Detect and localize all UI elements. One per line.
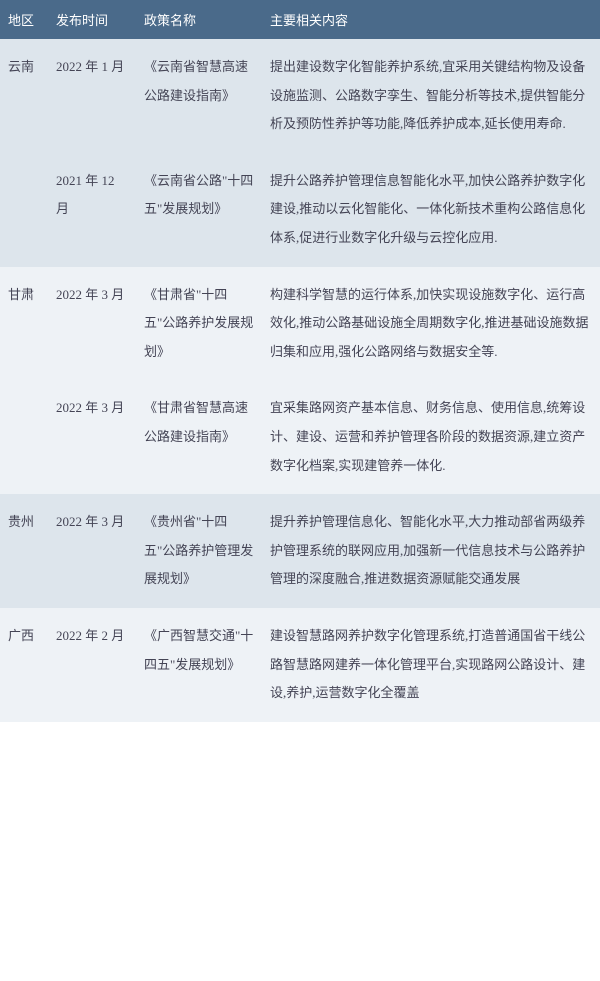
- cell-content: 提升养护管理信息化、智能化水平,大力推动部省两级养护管理系统的联网应用,加强新一…: [262, 494, 600, 608]
- table-row: 2022 年 3 月《甘肃省智慧高速公路建设指南》宜采集路网资产基本信息、财务信…: [0, 380, 600, 494]
- cell-policy: 《云南省公路"十四五"发展规划》: [136, 153, 262, 267]
- table-row: 云南2022 年 1 月《云南省智慧高速公路建设指南》提出建设数字化智能养护系统…: [0, 39, 600, 153]
- policy-table: 地区 发布时间 政策名称 主要相关内容 云南2022 年 1 月《云南省智慧高速…: [0, 0, 600, 722]
- cell-content: 提升公路养护管理信息智能化水平,加快公路养护数字化建设,推动以云化智能化、一体化…: [262, 153, 600, 267]
- cell-date: 2021 年 12 月: [48, 153, 136, 267]
- header-date: 发布时间: [48, 0, 136, 39]
- cell-content: 提出建设数字化智能养护系统,宜采用关键结构物及设备设施监测、公路数字孪生、智能分…: [262, 39, 600, 153]
- cell-content: 宜采集路网资产基本信息、财务信息、使用信息,统筹设计、建设、运营和养护管理各阶段…: [262, 380, 600, 494]
- cell-date: 2022 年 2 月: [48, 608, 136, 722]
- cell-region: 云南: [0, 39, 48, 267]
- cell-content: 构建科学智慧的运行体系,加快实现设施数字化、运行高效化,推动公路基础设施全周期数…: [262, 267, 600, 381]
- cell-policy: 《甘肃省智慧高速公路建设指南》: [136, 380, 262, 494]
- table-row: 2021 年 12 月《云南省公路"十四五"发展规划》提升公路养护管理信息智能化…: [0, 153, 600, 267]
- cell-date: 2022 年 3 月: [48, 267, 136, 381]
- cell-policy: 《云南省智慧高速公路建设指南》: [136, 39, 262, 153]
- cell-date: 2022 年 3 月: [48, 380, 136, 494]
- cell-region: 贵州: [0, 494, 48, 608]
- cell-policy: 《广西智慧交通"十四五"发展规划》: [136, 608, 262, 722]
- cell-content: 建设智慧路网养护数字化管理系统,打造普通国省干线公路智慧路网建养一体化管理平台,…: [262, 608, 600, 722]
- table-row: 广西2022 年 2 月《广西智慧交通"十四五"发展规划》建设智慧路网养护数字化…: [0, 608, 600, 722]
- cell-date: 2022 年 3 月: [48, 494, 136, 608]
- cell-date: 2022 年 1 月: [48, 39, 136, 153]
- header-content: 主要相关内容: [262, 0, 600, 39]
- cell-region: 广西: [0, 608, 48, 722]
- cell-policy: 《甘肃省"十四五"公路养护发展规划》: [136, 267, 262, 381]
- table-header-row: 地区 发布时间 政策名称 主要相关内容: [0, 0, 600, 39]
- table-row: 甘肃2022 年 3 月《甘肃省"十四五"公路养护发展规划》构建科学智慧的运行体…: [0, 267, 600, 381]
- table-body: 云南2022 年 1 月《云南省智慧高速公路建设指南》提出建设数字化智能养护系统…: [0, 39, 600, 722]
- table-row: 贵州2022 年 3 月《贵州省"十四五"公路养护管理发展规划》提升养护管理信息…: [0, 494, 600, 608]
- header-policy: 政策名称: [136, 0, 262, 39]
- cell-region: 甘肃: [0, 267, 48, 495]
- cell-policy: 《贵州省"十四五"公路养护管理发展规划》: [136, 494, 262, 608]
- header-region: 地区: [0, 0, 48, 39]
